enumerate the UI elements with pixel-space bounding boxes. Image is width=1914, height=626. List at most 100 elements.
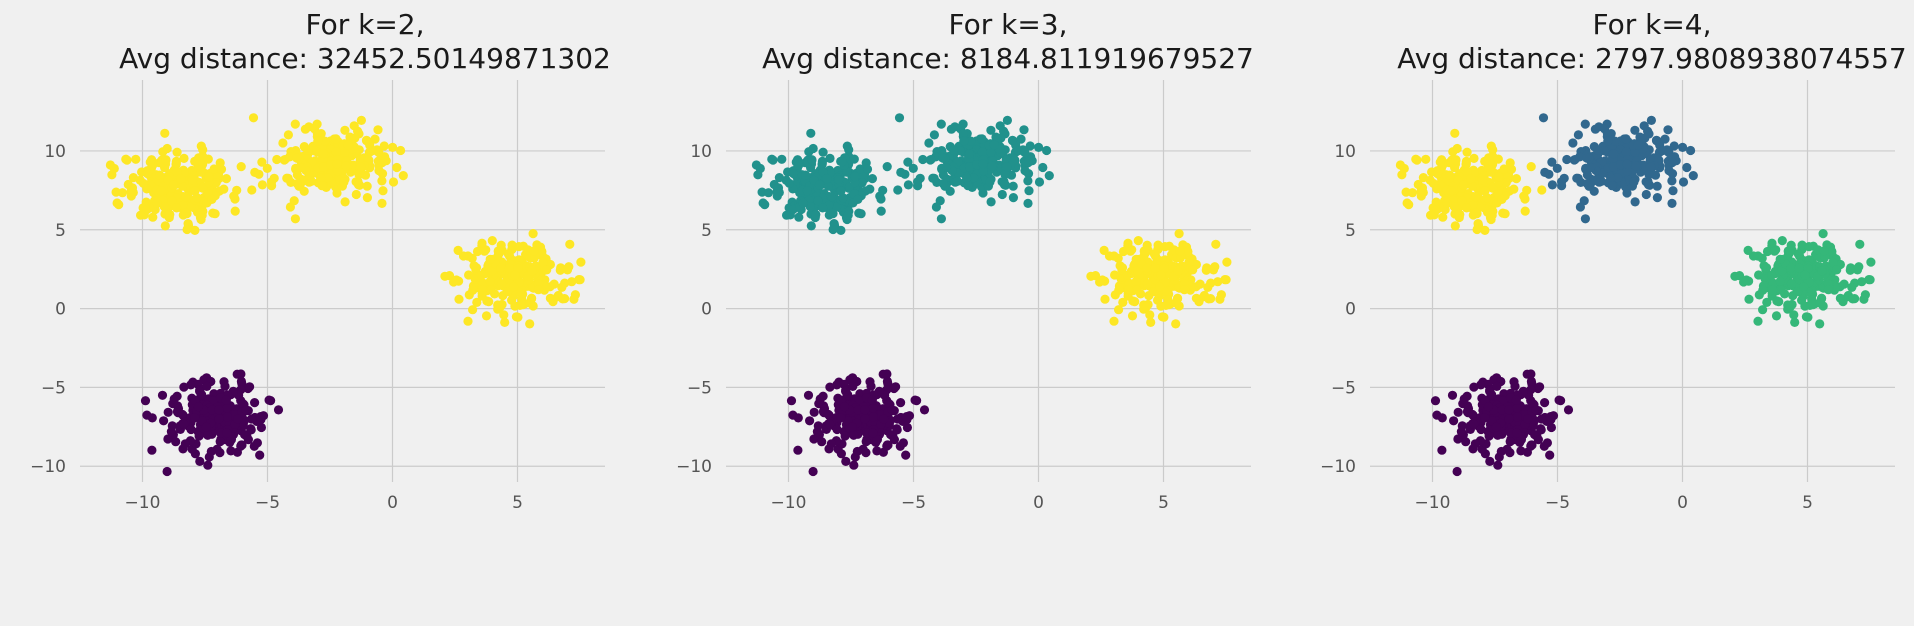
scatter-point	[1808, 300, 1818, 310]
scatter-point	[1222, 257, 1232, 267]
y-tick-label: −10	[676, 457, 712, 477]
scatter-point	[377, 198, 387, 208]
scatter-point	[887, 405, 897, 415]
scatter-point	[159, 416, 169, 426]
scatter-point	[1034, 142, 1044, 152]
scatter-point	[1174, 229, 1184, 239]
scatter-point	[825, 153, 835, 163]
scatter-point	[763, 188, 774, 198]
scatter-point	[1667, 157, 1677, 167]
scatter-point	[1153, 240, 1163, 250]
scatter-point	[806, 221, 816, 231]
scatter-point	[1114, 305, 1124, 315]
x-tick-label: −5	[1545, 493, 1570, 513]
scatter-point	[872, 446, 882, 456]
scatter-point	[147, 413, 157, 423]
x-tick-label: 5	[1158, 493, 1169, 513]
scatter-point	[1633, 140, 1643, 150]
y-tick-label: −10	[30, 457, 66, 477]
scatter-point	[1500, 209, 1510, 219]
scatter-point	[1042, 145, 1052, 156]
scatter-point	[892, 425, 902, 435]
scatter-point	[1173, 266, 1183, 276]
scatter-point	[1485, 456, 1495, 466]
scatter-point	[1794, 263, 1804, 273]
scatter-point	[1663, 125, 1673, 135]
scatter-point	[1526, 376, 1536, 386]
scatter-point	[510, 270, 520, 280]
scatter-point	[868, 412, 879, 422]
scatter-point	[1449, 416, 1459, 426]
scatter-point	[1428, 178, 1438, 188]
scatter-point	[855, 164, 865, 174]
scatter-point	[853, 194, 863, 204]
scatter-point	[1629, 177, 1639, 187]
scatter-point	[768, 155, 778, 165]
scatter-point	[784, 178, 794, 188]
scatter-point	[1430, 396, 1441, 406]
scatter-point	[1590, 124, 1600, 134]
scatter-point	[487, 236, 497, 246]
scatter-point	[868, 403, 878, 413]
scatter-point	[809, 434, 819, 444]
scatter-point	[1512, 403, 1522, 413]
scatter-point	[848, 381, 858, 391]
scatter-point	[843, 210, 853, 220]
scatter-point	[186, 424, 196, 435]
scatter-point	[1024, 186, 1034, 196]
scatter-point	[793, 413, 803, 423]
scatter-point	[558, 294, 568, 304]
scatter-point	[924, 138, 934, 148]
scatter-point	[809, 407, 819, 417]
scatter-point	[1466, 174, 1476, 184]
scatter-point	[1476, 424, 1486, 435]
scatter-point	[1488, 145, 1498, 155]
scatter-point	[808, 143, 818, 154]
scatter-point	[485, 276, 495, 286]
scatter-point	[867, 174, 878, 184]
scatter-point	[1786, 263, 1796, 273]
scatter-point	[198, 145, 208, 155]
scatter-point	[1758, 285, 1768, 295]
scatter-point	[1823, 285, 1833, 295]
scatter-point	[1542, 438, 1552, 448]
scatter-point	[188, 175, 198, 185]
scatter-point	[1786, 240, 1796, 250]
scatter-point	[1760, 272, 1770, 282]
scatter-point	[468, 305, 478, 315]
scatter-point	[339, 177, 349, 187]
scatter-point	[1188, 265, 1198, 275]
scatter-point	[1602, 129, 1612, 139]
scatter-point	[836, 413, 846, 423]
scatter-point	[1512, 428, 1522, 438]
scatter-point	[195, 456, 205, 466]
panel-k4: For k=4, Avg distance: 2797.980893807455…	[1320, 8, 1907, 513]
scatter-point	[1686, 145, 1696, 156]
scatter-point	[1175, 246, 1185, 256]
scatter-point	[1492, 381, 1502, 391]
scatter-point	[866, 381, 876, 391]
scatter-point	[811, 209, 821, 220]
scatter-point	[1506, 164, 1517, 174]
scatter-point	[1132, 285, 1142, 295]
scatter-point	[903, 157, 913, 167]
scatter-point	[1540, 167, 1550, 177]
scatter-point	[844, 145, 854, 155]
scatter-point	[969, 173, 979, 183]
scatter-point	[1660, 134, 1670, 144]
scatter-point	[772, 186, 782, 197]
scatter-point	[332, 166, 342, 176]
scatter-point	[959, 136, 969, 146]
scatter-point	[1034, 177, 1045, 187]
scatter-point	[138, 178, 148, 188]
scatter-point	[938, 153, 948, 163]
scatter-point	[1131, 276, 1141, 286]
scatter-point	[1774, 297, 1784, 307]
scatter-point	[361, 135, 372, 145]
scatter-point	[818, 391, 828, 401]
scatter-point	[273, 405, 284, 415]
scatter-point	[172, 203, 182, 213]
scatter-point	[857, 178, 867, 188]
scatter-point	[247, 185, 257, 195]
scatter-point	[257, 157, 267, 167]
